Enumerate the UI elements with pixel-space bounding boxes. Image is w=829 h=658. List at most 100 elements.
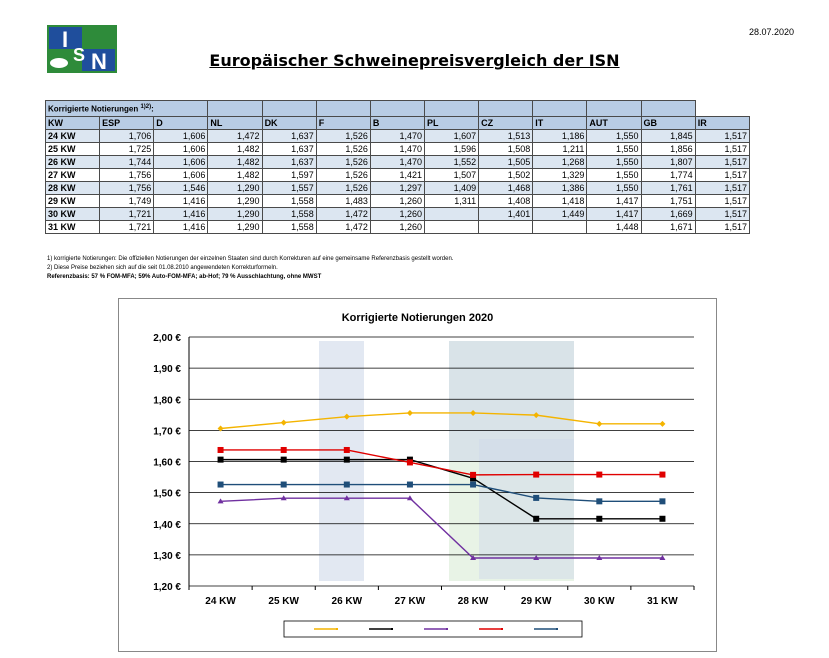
- price-cell: 1,526: [315, 141, 371, 156]
- price-cell: 1,761: [640, 180, 696, 195]
- price-cell: 1,260: [369, 219, 425, 234]
- price-cell: 1,502: [478, 167, 534, 182]
- x-tick-label: 24 KW: [205, 596, 236, 607]
- price-cell: 1,550: [586, 167, 642, 182]
- price-cell: 1,513: [478, 128, 534, 143]
- price-cell: 1,416: [153, 219, 209, 234]
- price-cell: 1,550: [586, 141, 642, 156]
- x-tick-label: 30 KW: [584, 596, 615, 607]
- price-cell: 1,472: [315, 206, 371, 221]
- data-point: [406, 459, 413, 466]
- y-tick-label: 1,50 €: [153, 489, 181, 500]
- series-line: [220, 483, 663, 503]
- price-cell: 1,418: [532, 193, 588, 208]
- price-cell: 1,517: [694, 141, 751, 156]
- price-cell: 1,517: [694, 154, 751, 169]
- x-tick-label: 28 KW: [458, 596, 489, 607]
- week-cell: 24 KW: [44, 128, 101, 143]
- price-cell: 1,596: [423, 141, 480, 156]
- price-cell: 1,552: [423, 154, 480, 169]
- table-row: 26 KW 1,744 1,606 1,482 1,637 1,526 1,470 1,552…: [44, 154, 751, 169]
- column-header-b: B: [369, 115, 425, 130]
- price-cell: 1,550: [586, 128, 642, 143]
- price-cell: 1,749: [99, 193, 155, 208]
- week-cell: 28 KW: [44, 180, 101, 195]
- price-cell: 1,290: [207, 219, 263, 234]
- price-cell: 1,449: [532, 206, 588, 221]
- footnote-2: 2) Diese Preise beziehen sich auf die se…: [47, 265, 278, 271]
- price-table-container: Korrigierte Notierungen 1)2): KW ESP D NL DK…: [44, 100, 751, 234]
- x-tick-label: 31 KW: [647, 596, 678, 607]
- chart-title: Korrigierte Notierungen 2020: [341, 312, 494, 324]
- price-cell: 1,774: [640, 167, 696, 182]
- data-point: [343, 456, 350, 463]
- price-cell: 1,386: [532, 180, 588, 195]
- price-cell: [423, 219, 480, 234]
- week-cell: 25 KW: [44, 141, 101, 156]
- price-cell: 1,671: [640, 219, 696, 234]
- data-point: [596, 498, 603, 505]
- price-cell: 1,558: [261, 219, 317, 234]
- price-cell: 1,508: [478, 141, 534, 156]
- price-cell: 1,507: [423, 167, 480, 182]
- column-header-dk: DK: [261, 115, 317, 130]
- data-point: [470, 471, 477, 478]
- price-cell: 1,268: [532, 154, 588, 169]
- price-cell: 1,417: [586, 193, 642, 208]
- week-cell: 29 KW: [44, 193, 101, 208]
- data-point: [659, 554, 666, 560]
- price-cell: 1,597: [261, 167, 317, 182]
- data-point: [217, 481, 224, 488]
- price-cell: 1,517: [694, 193, 751, 208]
- y-tick-label: 2,00 €: [153, 333, 181, 344]
- data-point: [406, 481, 413, 488]
- data-point: [533, 494, 540, 501]
- data-point: [470, 554, 477, 560]
- column-header-aut: AUT: [586, 115, 642, 130]
- price-cell: 1,637: [261, 128, 317, 143]
- price-cell: 1,211: [532, 141, 588, 156]
- data-point: [280, 419, 287, 426]
- price-cell: 1,470: [369, 141, 425, 156]
- price-cell: 1,482: [207, 167, 263, 182]
- data-point: [470, 475, 477, 482]
- page-title: Europäischer Schweinepreisvergleich der …: [209, 51, 620, 70]
- price-cell: 1,290: [207, 193, 263, 208]
- price-cell: 1,807: [640, 154, 696, 169]
- price-cell: 1,526: [315, 128, 371, 143]
- data-point: [659, 498, 666, 505]
- table-row: 24 KW 1,706 1,606 1,472 1,637 1,526 1,470 1,607…: [44, 128, 751, 143]
- svg-text:I: I: [62, 27, 68, 52]
- price-cell: 1,637: [261, 154, 317, 169]
- price-cell: 1,416: [153, 193, 209, 208]
- price-cell: 1,416: [153, 206, 209, 221]
- svg-text:S: S: [73, 45, 85, 65]
- table-row: 25 KW 1,725 1,606 1,482 1,637 1,526 1,470 1,596…: [44, 141, 751, 156]
- column-header-gb: GB: [640, 115, 696, 130]
- price-cell: 1,468: [478, 180, 534, 195]
- price-cell: 1,470: [369, 154, 425, 169]
- week-cell: 27 KW: [44, 167, 101, 182]
- price-cell: 1,517: [694, 167, 751, 182]
- price-chart: Korrigierte Notierungen 2020 1,20 € 1,30 …: [118, 298, 717, 652]
- price-cell: 1,517: [694, 219, 751, 234]
- x-tick-label: 26 KW: [332, 596, 363, 607]
- price-cell: 1,505: [478, 154, 534, 169]
- legend-marker: [556, 628, 558, 630]
- table-row: 27 KW 1,756 1,606 1,482 1,597 1,526 1,421 1,507…: [44, 167, 751, 182]
- column-header-pl: PL: [423, 115, 480, 130]
- price-cell: 1,721: [99, 206, 155, 221]
- price-cell: 1,725: [99, 141, 155, 156]
- table-row: 28 KW 1,756 1,546 1,290 1,557 1,526 1,297 1,409…: [44, 180, 751, 195]
- y-tick-label: 1,90 €: [153, 364, 181, 375]
- data-point: [280, 456, 287, 463]
- price-cell: 1,606: [153, 128, 209, 143]
- price-cell: 1,482: [207, 154, 263, 169]
- price-cell: 1,472: [315, 219, 371, 234]
- table-row: 30 KW 1,721 1,416 1,290 1,558 1,472 1,260 1,401…: [44, 206, 751, 221]
- data-point: [596, 471, 603, 478]
- report-date: 28.07.2020: [748, 27, 794, 37]
- price-cell: 1,517: [694, 180, 751, 195]
- price-cell: 1,526: [315, 154, 371, 169]
- footnotes: 1) korrigierte Notierungen: Die offiziel…: [47, 255, 453, 282]
